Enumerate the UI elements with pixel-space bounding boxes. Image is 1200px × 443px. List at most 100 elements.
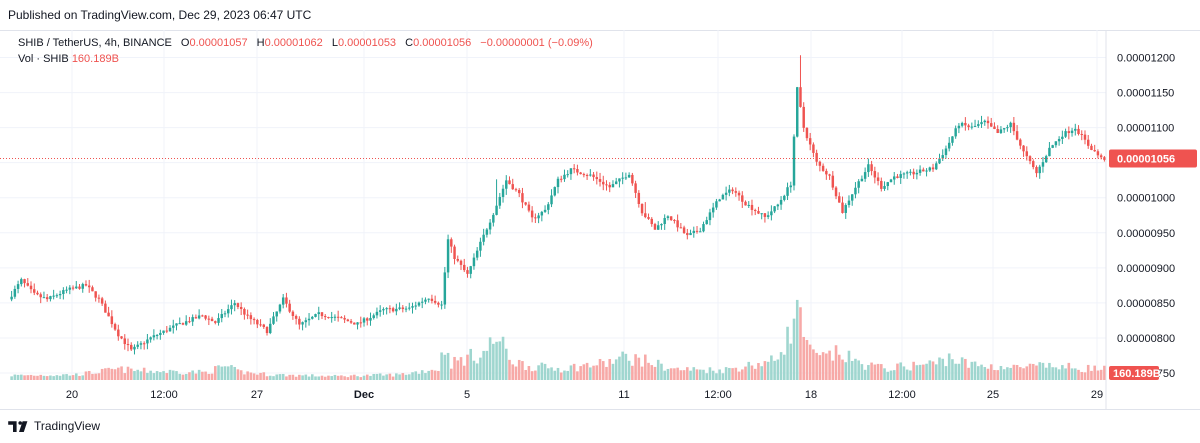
chart-frame[interactable] (0, 30, 1200, 410)
volume-bar (42, 375, 46, 380)
volume-bar (191, 370, 194, 380)
candle-body (947, 142, 951, 149)
volume-bar (16, 374, 20, 380)
volume-bar (492, 343, 495, 380)
candle-body (912, 171, 915, 175)
volume-bar (1048, 362, 1051, 380)
volume-bar (87, 370, 91, 380)
candle-body (133, 346, 136, 350)
candle-body (1054, 141, 1058, 146)
candle-body (1041, 162, 1045, 167)
price-tick-label: 0.00001100 (1117, 123, 1174, 135)
candle-body (498, 196, 502, 206)
footer-brand[interactable]: TradingView (8, 416, 100, 436)
candle-body (378, 310, 382, 312)
volume-bar (731, 368, 734, 380)
volume-bar (1067, 362, 1071, 380)
volume-bar (129, 368, 133, 380)
volume-bar (918, 364, 922, 380)
volume-bar (327, 375, 330, 380)
volume-bar (977, 366, 980, 380)
candle-body (385, 308, 388, 310)
volume-bar (110, 368, 114, 380)
candle-body (469, 266, 472, 274)
candle-body (928, 167, 932, 171)
candle-body (909, 171, 912, 173)
candle-body (760, 213, 763, 215)
time-tick-label: 12:00 (150, 389, 178, 401)
grid-lines (0, 30, 1106, 380)
volume-bar (420, 370, 424, 380)
candle-body (550, 195, 553, 205)
volume-bar (776, 359, 780, 380)
candle-body (227, 309, 230, 314)
candle-body (983, 120, 986, 123)
candle-body (320, 312, 324, 317)
volume-bar (391, 376, 395, 380)
candle-body (1038, 166, 1041, 174)
candle-body (417, 302, 421, 306)
candle-body (938, 158, 941, 164)
candle-body (49, 296, 52, 300)
time-axis[interactable]: 20 12:00 27 Dec 5 11 12:00 18 12:00 25 29 (66, 389, 1103, 401)
volume-bar (818, 355, 822, 380)
volume-bar (498, 341, 502, 380)
volume-bar (359, 377, 363, 380)
price-axis[interactable]: 0.000012000.000011500.000011000.00001050… (1105, 30, 1175, 410)
volume-bar (437, 370, 440, 380)
candle-body (307, 318, 311, 321)
volume-bar (601, 361, 605, 380)
price-tick-label: 0.00001150 (1117, 88, 1174, 100)
volume-bar (346, 377, 350, 380)
volume-bar (433, 370, 437, 380)
volume-bar (133, 371, 136, 380)
candle-body (783, 195, 786, 200)
volume-bar (184, 373, 188, 380)
volume-bar (58, 375, 62, 380)
candle-body (860, 178, 864, 182)
volume-bar (663, 370, 666, 380)
candle-body (1012, 122, 1016, 132)
volume-bar (825, 353, 828, 380)
candle-body (838, 196, 841, 203)
volume-bar (414, 371, 418, 380)
volume-bar (52, 376, 55, 380)
candle-body (686, 233, 689, 236)
candle-body (844, 205, 847, 213)
volume-bar (595, 365, 599, 380)
volume-bar (698, 369, 702, 380)
volume-bar (310, 374, 314, 380)
candle-body (343, 317, 346, 320)
candle-body (152, 335, 156, 338)
candle-body (246, 314, 249, 316)
volume-bar (281, 373, 285, 380)
candle-body (239, 306, 243, 310)
volume-bar (252, 373, 256, 380)
volume-bar (1086, 364, 1090, 380)
volume-bar (844, 362, 848, 380)
candle-body (669, 216, 673, 221)
candle-body (104, 303, 107, 313)
candle-body (36, 292, 39, 295)
volume-bar (931, 361, 935, 380)
candle-body (624, 177, 628, 179)
volume-bar (621, 351, 624, 380)
volume-bar (1099, 369, 1103, 380)
volume-bar (275, 374, 279, 380)
candle-body (146, 339, 149, 344)
candle-body (996, 129, 999, 133)
candle-body (747, 204, 750, 206)
symbol-title[interactable]: SHIB / TetherUS, 4h, BINANCE (18, 37, 172, 49)
candle-body (1006, 127, 1009, 129)
candle-body (97, 297, 101, 299)
candle-body (1090, 145, 1093, 151)
volume-bar (841, 359, 844, 380)
volume-bar (660, 363, 663, 380)
volume-label[interactable]: Vol · SHIB (18, 53, 69, 65)
volume-bar (967, 367, 970, 380)
volume-bar (808, 344, 812, 380)
last-volume-tag-bg (1109, 366, 1159, 380)
volume-bar (1002, 369, 1006, 380)
volume-bar (372, 373, 376, 380)
